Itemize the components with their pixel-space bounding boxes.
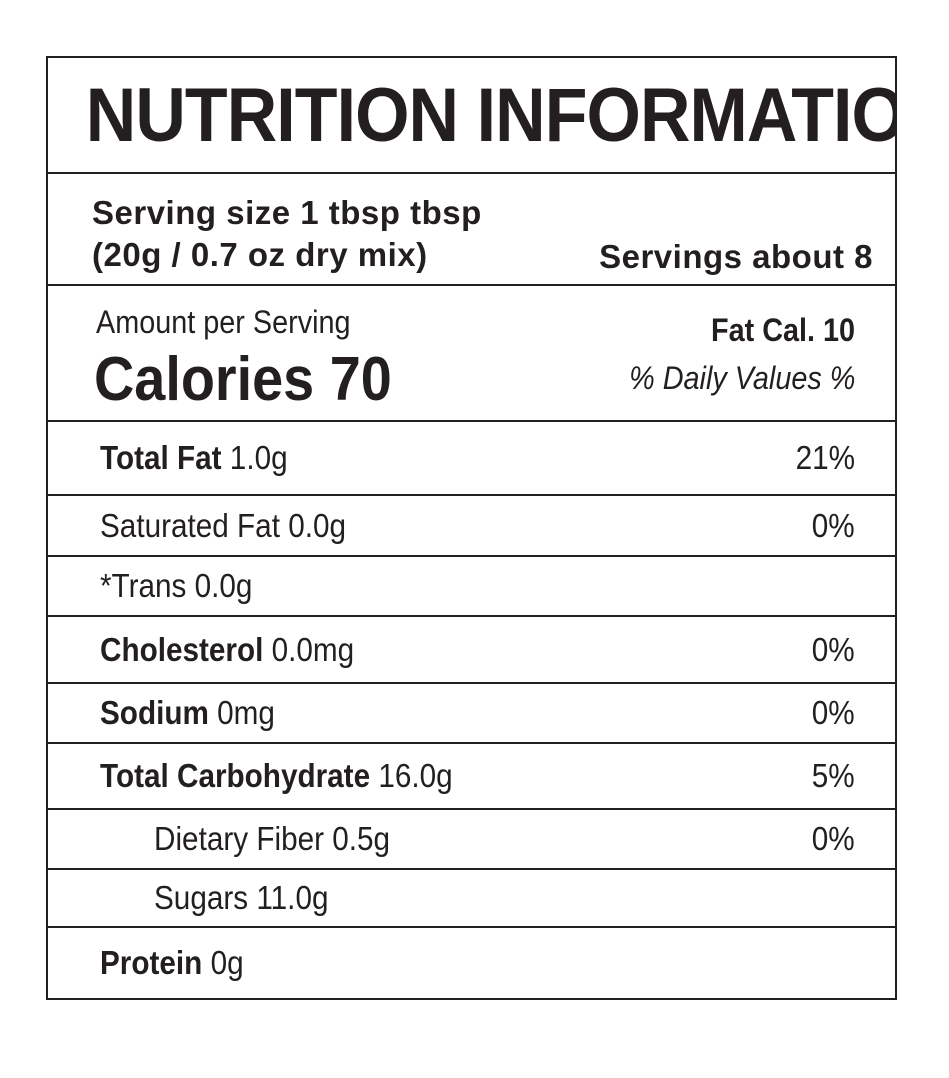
nutrient-label: Cholesterol bbox=[100, 630, 264, 668]
nutrient-daily-value: 5% bbox=[812, 757, 855, 794]
label-title-section: NUTRITION INFORMATION bbox=[48, 58, 895, 174]
daily-values-header: % Daily Values % bbox=[628, 360, 855, 396]
nutrient-amount: 0mg bbox=[217, 694, 275, 731]
fat-calories: Fat Cal. 10 bbox=[710, 312, 855, 348]
nutrient-amount: Dietary Fiber 0.5g bbox=[154, 820, 391, 857]
serving-section: Serving size 1 tbsp tbsp (20g / 0.7 oz d… bbox=[48, 174, 895, 286]
nutrient-row-protein: Protein 0g bbox=[48, 928, 895, 998]
nutrient-row-saturated-fat: Saturated Fat 0.0g 0% bbox=[48, 496, 895, 557]
serving-size: Serving size 1 tbsp tbsp (20g / 0.7 oz d… bbox=[92, 192, 482, 276]
nutrient-name: Sugars 11.0g bbox=[154, 879, 328, 917]
nutrient-amount: 16.0g bbox=[378, 757, 453, 794]
nutrient-label: Sodium bbox=[100, 694, 209, 731]
nutrient-row-trans-fat: *Trans 0.0g bbox=[48, 557, 895, 617]
serving-size-line2: (20g / 0.7 oz dry mix) bbox=[92, 236, 428, 273]
nutrient-daily-value: 0% bbox=[812, 694, 855, 731]
nutrient-daily-value: 21% bbox=[795, 439, 855, 476]
nutrient-amount: Saturated Fat 0.0g bbox=[100, 506, 347, 544]
label-title: NUTRITION INFORMATION bbox=[85, 73, 895, 158]
nutrition-label: NUTRITION INFORMATION Serving size 1 tbs… bbox=[46, 56, 897, 1000]
nutrient-amount: Sugars 11.0g bbox=[154, 879, 329, 916]
nutrient-name: Sodium 0mg bbox=[100, 694, 275, 732]
nutrient-row-sugars: Sugars 11.0g bbox=[48, 870, 895, 928]
nutrient-name: Protein 0g bbox=[100, 944, 244, 982]
nutrient-amount: *Trans 0.0g bbox=[100, 567, 253, 604]
servings-per-container: Servings about 8 bbox=[599, 238, 873, 275]
amount-per-serving: Amount per Serving bbox=[96, 304, 351, 340]
nutrient-row-sodium: Sodium 0mg 0% bbox=[48, 684, 895, 744]
nutrient-label: Protein bbox=[100, 944, 203, 981]
nutrient-label: Total Fat bbox=[100, 439, 222, 476]
nutrient-label: Total Carbohydrate bbox=[100, 757, 371, 794]
nutrient-name: Total Fat 1.0g bbox=[100, 439, 288, 477]
nutrient-amount: 1.0g bbox=[229, 439, 288, 476]
nutrient-amount: 0.0mg bbox=[271, 630, 355, 668]
nutrient-daily-value: 0% bbox=[812, 506, 855, 544]
nutrient-name: Cholesterol 0.0mg bbox=[100, 631, 354, 669]
nutrient-name: Total Carbohydrate 16.0g bbox=[100, 757, 453, 795]
amount-section: Amount per Serving Calories 70 Fat Cal. … bbox=[48, 286, 895, 422]
nutrient-name: Saturated Fat 0.0g bbox=[100, 507, 346, 545]
nutrient-daily-value: 0% bbox=[812, 630, 855, 668]
nutrient-name: *Trans 0.0g bbox=[100, 567, 252, 605]
nutrient-row-total-carbohydrate: Total Carbohydrate 16.0g 5% bbox=[48, 744, 895, 810]
nutrient-daily-value: 0% bbox=[812, 820, 855, 857]
nutrient-row-total-fat: Total Fat 1.0g 21% bbox=[48, 422, 895, 496]
serving-size-line1: Serving size 1 tbsp tbsp bbox=[92, 194, 482, 231]
nutrient-row-cholesterol: Cholesterol 0.0mg 0% bbox=[48, 617, 895, 684]
calories: Calories 70 bbox=[94, 345, 392, 414]
nutrient-name: Dietary Fiber 0.5g bbox=[154, 820, 390, 858]
nutrient-row-dietary-fiber: Dietary Fiber 0.5g 0% bbox=[48, 810, 895, 870]
nutrient-amount: 0g bbox=[210, 944, 244, 981]
